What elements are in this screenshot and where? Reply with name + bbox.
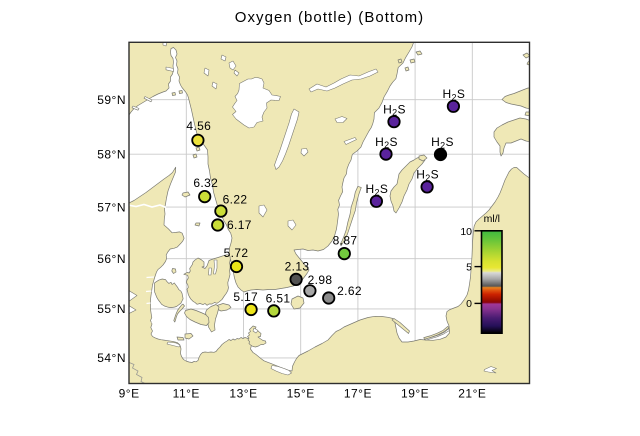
svg-text:5.17: 5.17 <box>233 290 258 304</box>
svg-text:54°N: 54°N <box>97 351 126 365</box>
svg-text:56°N: 56°N <box>97 252 126 266</box>
svg-text:9°E: 9°E <box>119 387 140 401</box>
svg-text:ml/l: ml/l <box>484 213 500 225</box>
svg-text:11°E: 11°E <box>173 387 200 401</box>
svg-text:6.17: 6.17 <box>227 218 252 232</box>
svg-text:55°N: 55°N <box>97 302 126 316</box>
svg-text:H2S: H2S <box>383 102 406 117</box>
svg-text:5: 5 <box>466 261 472 273</box>
svg-text:2.13: 2.13 <box>285 260 310 274</box>
svg-text:H2S: H2S <box>431 135 454 150</box>
svg-text:8.87: 8.87 <box>333 233 358 247</box>
svg-text:2.98: 2.98 <box>308 273 333 287</box>
svg-text:6.32: 6.32 <box>193 176 218 190</box>
svg-text:10: 10 <box>460 226 472 238</box>
svg-text:4.56: 4.56 <box>186 119 211 133</box>
svg-text:58°N: 58°N <box>97 147 126 161</box>
svg-text:H2S: H2S <box>375 135 398 150</box>
svg-text:15°E: 15°E <box>287 387 315 401</box>
svg-text:17°E: 17°E <box>344 387 372 401</box>
svg-text:5.72: 5.72 <box>224 246 249 260</box>
svg-text:0: 0 <box>466 298 472 310</box>
svg-text:19°E: 19°E <box>401 387 429 401</box>
svg-text:H2S: H2S <box>366 182 389 197</box>
svg-text:H2S: H2S <box>443 87 466 102</box>
svg-text:21°E: 21°E <box>458 387 486 401</box>
svg-text:13°E: 13°E <box>229 387 257 401</box>
svg-text:57°N: 57°N <box>97 200 126 214</box>
svg-text:6.22: 6.22 <box>223 192 248 206</box>
svg-text:6.51: 6.51 <box>266 291 291 305</box>
svg-text:H2S: H2S <box>416 168 439 183</box>
svg-text:59°N: 59°N <box>97 93 126 107</box>
svg-text:2.62: 2.62 <box>337 284 362 298</box>
svg-text:Oxygen (bottle) (Bottom): Oxygen (bottle) (Bottom) <box>235 9 424 26</box>
